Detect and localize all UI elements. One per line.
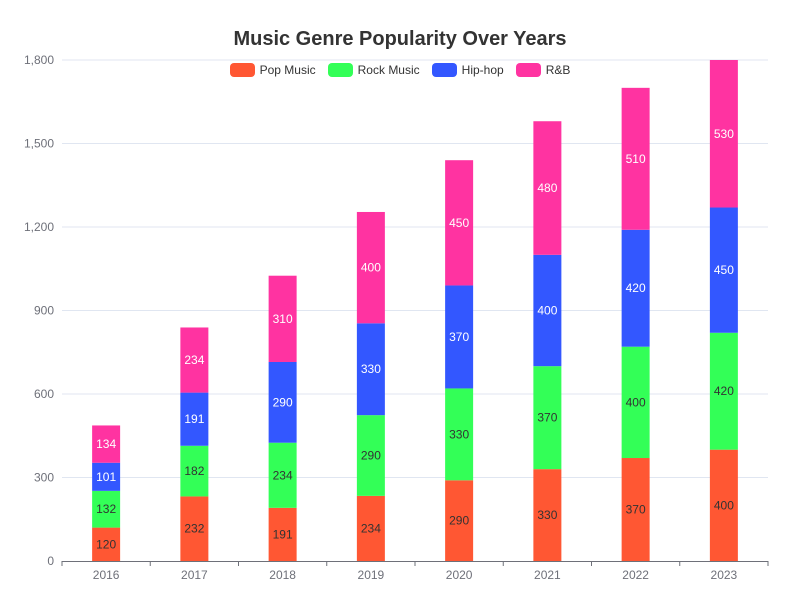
data-label: 450 [714, 263, 734, 277]
bar-segment-hip-hop [445, 285, 474, 389]
data-label: 480 [537, 181, 557, 195]
bar-segment-hip-hop [268, 361, 297, 443]
bar-segment-pop-music [356, 495, 385, 561]
x-tick-label: 2023 [711, 568, 738, 582]
bar-segment-hip-hop [533, 254, 562, 367]
bar-segment-rock-music [180, 445, 209, 497]
bar-segment-r-b [180, 327, 209, 393]
data-label: 510 [626, 152, 646, 166]
data-label: 450 [449, 216, 469, 230]
data-label: 400 [361, 261, 381, 275]
data-label: 134 [96, 437, 116, 451]
data-label: 530 [714, 127, 734, 141]
legend-label: Hip-hop [461, 63, 504, 77]
bar-segment-hip-hop [621, 229, 650, 347]
data-label: 191 [184, 412, 204, 426]
legend-label: R&B [545, 63, 571, 77]
data-label: 191 [273, 527, 293, 541]
legend-item[interactable]: Pop Music [229, 63, 316, 77]
data-label: 370 [449, 330, 469, 344]
legend-item[interactable]: Rock Music [327, 63, 420, 77]
legend: Pop Music Rock Music Hip-hop R&B [0, 63, 800, 77]
bar-segment-r-b [92, 425, 121, 463]
bar-segment-rock-music [445, 388, 474, 481]
legend-item[interactable]: Hip-hop [431, 63, 504, 77]
data-label: 101 [96, 470, 116, 484]
bar-segment-pop-music [709, 449, 738, 561]
y-tick-label: 0 [47, 554, 54, 568]
y-tick-label: 600 [34, 387, 54, 401]
bar-segment-r-b [445, 160, 474, 286]
data-label: 120 [96, 537, 116, 551]
bar-segment-pop-music [180, 496, 209, 561]
bar-segment-r-b [356, 211, 385, 324]
bar-segment-hip-hop [92, 462, 121, 491]
y-tick-label: 1,500 [24, 137, 54, 151]
bar-segment-pop-music [268, 507, 297, 561]
data-label: 290 [361, 449, 381, 463]
legend-swatch [327, 63, 353, 77]
y-tick-label: 300 [34, 471, 54, 485]
chart-title: Music Genre Popularity Over Years [233, 28, 567, 50]
data-label: 310 [273, 312, 293, 326]
bar-segment-pop-music [621, 458, 650, 561]
data-label: 234 [184, 353, 204, 367]
data-label: 330 [361, 362, 381, 376]
x-tick-label: 2021 [534, 568, 561, 582]
legend-label: Rock Music [357, 63, 420, 77]
bar-segment-r-b [533, 121, 562, 255]
bar-segment-hip-hop [709, 207, 738, 333]
x-tick-label: 2019 [358, 568, 385, 582]
data-label: 234 [361, 521, 381, 535]
data-label: 370 [537, 411, 557, 425]
data-label: 400 [714, 498, 734, 512]
data-label: 400 [626, 395, 646, 409]
data-label: 370 [626, 503, 646, 517]
bar-segment-rock-music [709, 332, 738, 450]
legend-swatch [515, 63, 541, 77]
data-label: 232 [184, 522, 204, 536]
bar-segment-rock-music [533, 366, 562, 470]
x-tick-label: 2022 [622, 568, 649, 582]
x-tick-label: 2016 [93, 568, 120, 582]
x-tick-label: 2017 [181, 568, 208, 582]
legend-item[interactable]: R&B [515, 63, 571, 77]
data-label: 420 [714, 384, 734, 398]
data-label: 290 [449, 514, 469, 528]
bar-segment-pop-music [92, 527, 121, 561]
data-label: 290 [273, 395, 293, 409]
legend-swatch [229, 63, 255, 77]
bar-segment-r-b [709, 60, 738, 208]
y-tick-label: 1,200 [24, 220, 54, 234]
bar-segment-pop-music [533, 469, 562, 561]
bar-segment-hip-hop [356, 323, 385, 416]
legend-swatch [431, 63, 457, 77]
bar-segment-rock-music [268, 442, 297, 508]
bar-segment-pop-music [445, 480, 474, 561]
data-label: 420 [626, 281, 646, 295]
bar-segment-rock-music [356, 415, 385, 496]
data-label: 400 [537, 304, 557, 318]
y-tick-label: 1,800 [24, 53, 54, 67]
data-label: 234 [273, 468, 293, 482]
y-tick-label: 900 [34, 304, 54, 318]
legend-label: Pop Music [259, 63, 316, 77]
data-label: 132 [96, 502, 116, 516]
data-label: 330 [537, 508, 557, 522]
x-tick-label: 2020 [446, 568, 473, 582]
bar-segment-r-b [621, 87, 650, 230]
data-label: 330 [449, 427, 469, 441]
x-tick-label: 2018 [269, 568, 296, 582]
data-label: 182 [184, 464, 204, 478]
bar-segment-hip-hop [180, 392, 209, 446]
bar-segment-r-b [268, 275, 297, 362]
bar-segment-rock-music [621, 346, 650, 459]
bar-segment-rock-music [92, 490, 121, 528]
